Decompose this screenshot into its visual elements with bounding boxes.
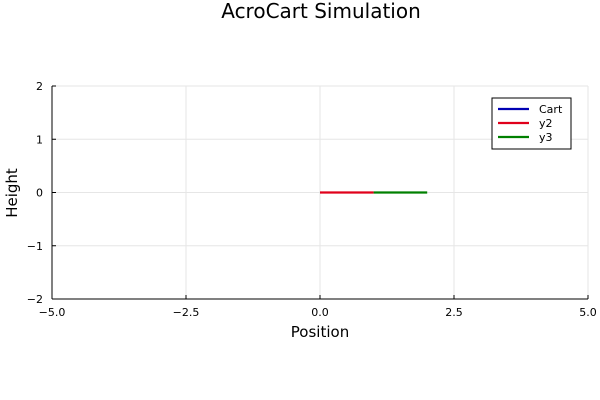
x-axis-title: Position — [291, 323, 349, 341]
ticks: −5.0 −2.5 0.0 2.5 5.0 −2 −1 0 1 2 — [27, 80, 597, 319]
y-tick-label: 2 — [36, 80, 43, 93]
x-tick-label: −5.0 — [39, 306, 66, 319]
x-tick-label: 5.0 — [579, 306, 597, 319]
x-tick-label: 0.0 — [311, 306, 329, 319]
y-tick-label: −2 — [27, 293, 43, 306]
y-tick-label: 1 — [36, 133, 43, 146]
legend-label-cart: Cart — [539, 103, 563, 116]
x-tick-label: 2.5 — [445, 306, 463, 319]
chart-title: AcroCart Simulation — [221, 0, 421, 23]
legend-label-y3: y3 — [539, 131, 553, 144]
x-tick-label: −2.5 — [173, 306, 200, 319]
legend-label-y2: y2 — [539, 117, 553, 130]
y-axis-title: Height — [3, 168, 21, 218]
y-tick-label: −1 — [27, 240, 43, 253]
y-tick-label: 0 — [36, 187, 43, 200]
